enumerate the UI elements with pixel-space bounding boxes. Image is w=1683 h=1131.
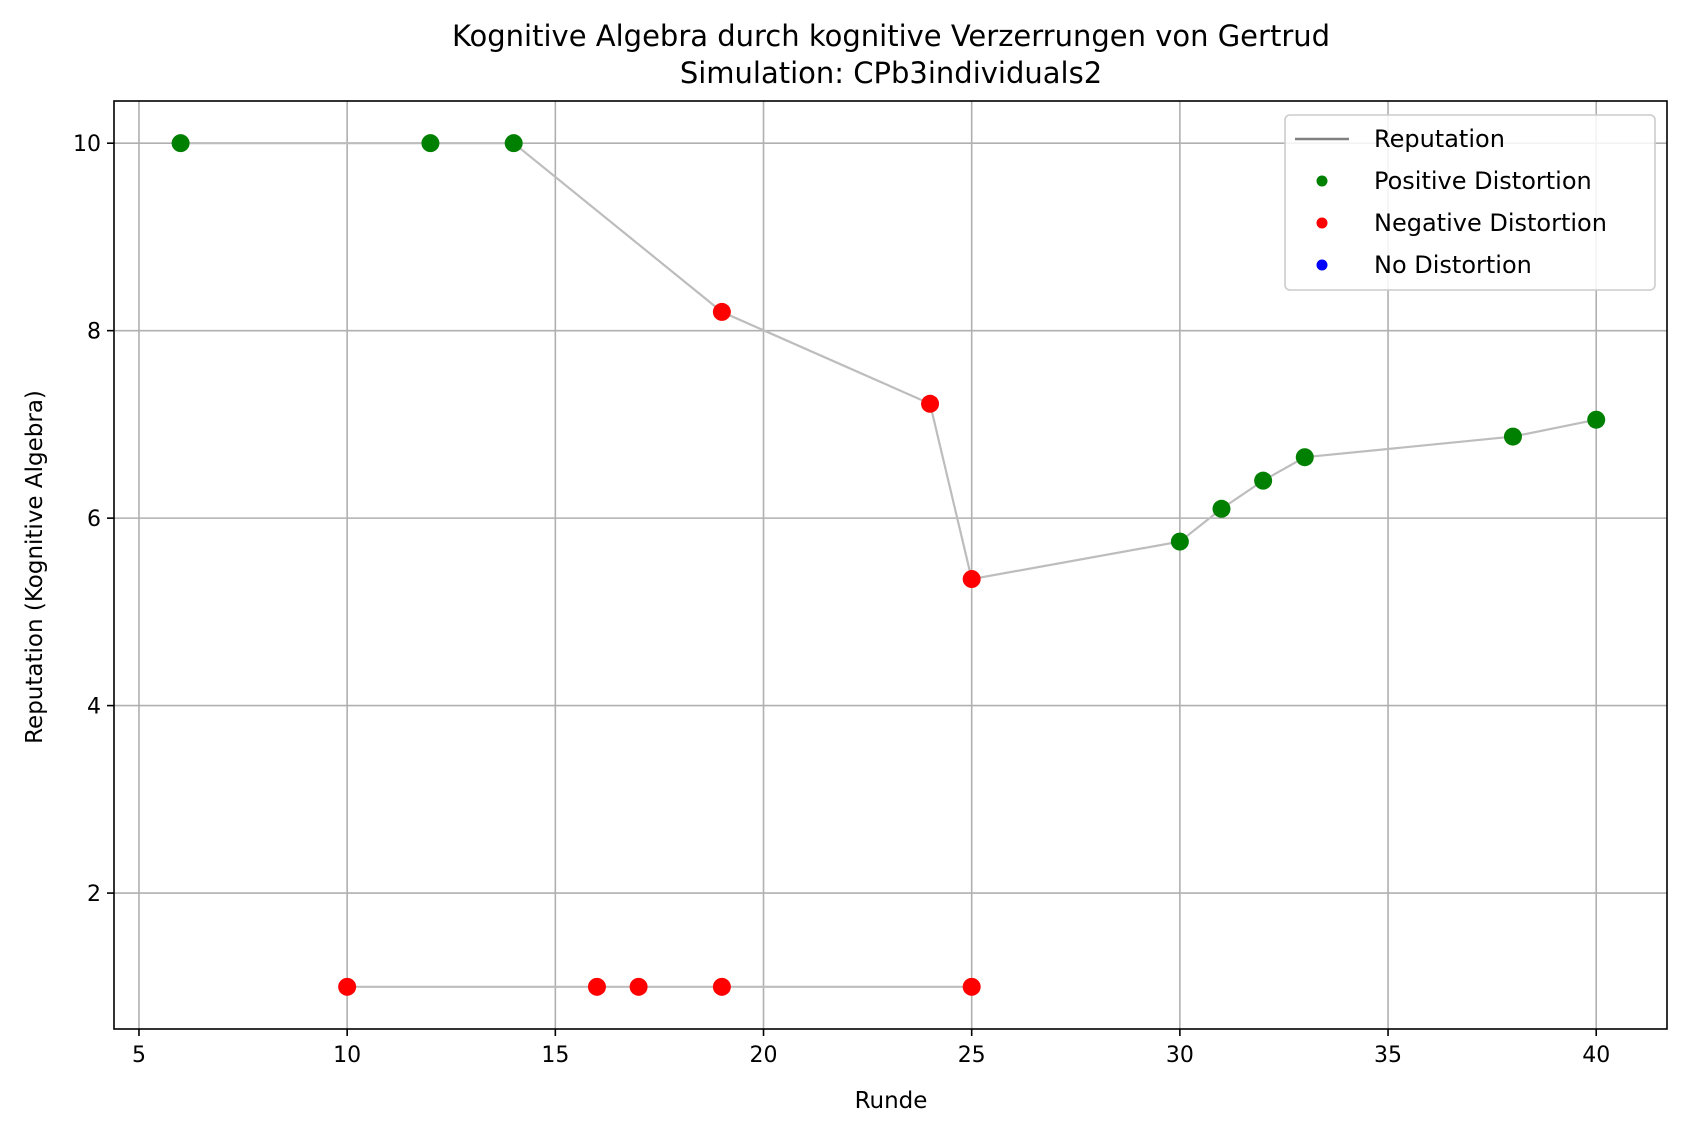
y-tick-label: 2 bbox=[87, 882, 101, 907]
y-tick-label: 4 bbox=[87, 695, 101, 720]
negative-distortion-point bbox=[587, 977, 606, 996]
positive-distortion-point bbox=[421, 134, 440, 153]
axis-ticks: 5 10 15 20 25 30 35 40 2 4 6 8 10 bbox=[73, 132, 1610, 1068]
x-tick-label: 25 bbox=[958, 1043, 986, 1068]
negative-distortion-point bbox=[962, 570, 981, 589]
legend-dot-swatch bbox=[1316, 259, 1328, 271]
legend-label: Negative Distortion bbox=[1374, 209, 1607, 237]
negative-distortion-point bbox=[338, 977, 357, 996]
legend: Reputation Positive Distortion Negative Di… bbox=[1284, 114, 1656, 291]
series bbox=[171, 134, 1606, 996]
x-tick-label: 20 bbox=[750, 1043, 778, 1068]
positive-distortion-point bbox=[1295, 448, 1314, 467]
legend-dot-swatch bbox=[1316, 175, 1328, 187]
x-tick-label: 15 bbox=[541, 1043, 569, 1068]
x-axis-label: Runde bbox=[855, 1088, 928, 1114]
x-tick-label: 30 bbox=[1166, 1043, 1194, 1068]
y-tick-label: 6 bbox=[87, 507, 101, 532]
x-tick-label: 40 bbox=[1582, 1043, 1610, 1068]
legend-dot-swatch bbox=[1316, 217, 1328, 229]
negative-distortion-point bbox=[712, 977, 731, 996]
chart-title: Kognitive Algebra durch kognitive Verzer… bbox=[452, 19, 1330, 53]
negative-distortion-point bbox=[962, 977, 981, 996]
positive-distortion-point bbox=[1170, 532, 1189, 551]
y-tick-label: 8 bbox=[87, 320, 101, 345]
y-axis-label: Reputation (Kognitive Algebra) bbox=[22, 390, 48, 744]
positive-distortion-point bbox=[1254, 471, 1273, 490]
chart-subtitle: Simulation: CPb3individuals2 bbox=[680, 56, 1102, 90]
x-tick-label: 5 bbox=[132, 1043, 146, 1068]
legend-box bbox=[1284, 114, 1656, 291]
positive-distortion-point bbox=[1587, 410, 1606, 429]
legend-label: No Distortion bbox=[1374, 251, 1532, 279]
plot-frame bbox=[113, 100, 1668, 1030]
positive-distortion-point bbox=[171, 134, 190, 153]
x-tick-label: 35 bbox=[1374, 1043, 1402, 1068]
negative-distortion-point bbox=[921, 394, 940, 413]
legend-label: Positive Distortion bbox=[1374, 167, 1592, 195]
negative-distortion-point bbox=[629, 977, 648, 996]
legend-label: Reputation bbox=[1374, 125, 1505, 153]
positive-distortion-point bbox=[504, 134, 523, 153]
reputation-line bbox=[180, 142, 1597, 581]
x-tick-label: 10 bbox=[333, 1043, 361, 1068]
positive-distortion-point bbox=[1212, 499, 1231, 518]
y-tick-label: 10 bbox=[73, 132, 101, 157]
negative-distortion-point bbox=[712, 302, 731, 321]
positive-distortion-point bbox=[1503, 427, 1522, 446]
